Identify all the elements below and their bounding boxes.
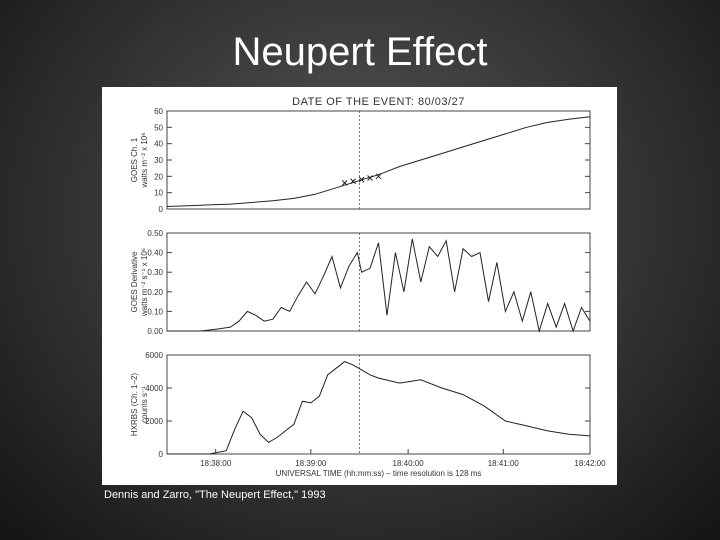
panel-2-ytick-label: 0.50 — [147, 229, 163, 238]
xtick-label: 18:41:00 — [488, 459, 520, 468]
panel-2-frame — [166, 232, 591, 332]
panel-1-series-line — [166, 116, 591, 207]
panel-1-ytick-label: 10 — [154, 189, 163, 198]
panel-1-data-marker — [367, 175, 373, 181]
panel-1-data-marker — [341, 180, 348, 186]
panel-2-ylabel: GOES Derivative — [130, 251, 139, 312]
panel-3-ytick-label: 4000 — [145, 384, 163, 393]
panel-1-ylabel: GOES Ch. 1 — [130, 137, 139, 182]
panel-1-data-marker — [375, 173, 382, 180]
panel-1-ytick-label: 20 — [154, 172, 163, 181]
panel-2-ytick-label: 0.20 — [147, 288, 163, 297]
figure-caption: Dennis and Zarro, "The Neupert Effect," … — [104, 489, 326, 501]
panel-2-ytick-label: 0.30 — [147, 268, 163, 277]
panel-3-frame — [166, 354, 591, 455]
panel-2-ytick-label: 0.00 — [147, 327, 163, 336]
panel-2-ytick-label: 0.40 — [147, 249, 163, 258]
panel-3-series-line — [167, 361, 591, 455]
xtick-label: 18:38:00 — [200, 459, 232, 468]
xtick-label: 18:42:00 — [574, 459, 606, 468]
xtick-label: 18:40:00 — [393, 459, 425, 468]
panel-3-ytick-label: 2000 — [145, 417, 163, 426]
x-axis-label: UNIVERSAL TIME (hh:mm:ss) – time resolut… — [276, 469, 482, 478]
chart-title: DATE OF THE EVENT: 80/03/27 — [292, 96, 465, 108]
panel-1-ytick-label: 50 — [154, 123, 163, 132]
panel-1-ytick-label: 60 — [154, 107, 163, 116]
panel-1-data-marker — [350, 178, 356, 185]
panel-1-ylabel-units: watts m⁻² x 10⁶ — [140, 132, 149, 188]
panel-1-ytick-label: 0 — [159, 205, 164, 214]
panel-3-ylabel: HXRBS (Ch. 1–2) — [130, 373, 139, 436]
panel-3-ytick-label: 6000 — [145, 351, 163, 360]
panel-3-ylabel-units: counts s⁻¹ — [140, 386, 149, 423]
panel-1-data-marker — [358, 176, 365, 183]
figure-panel: DATE OF THE EVENT: 80/03/27 0 10 20 30 40 50 60… — [102, 87, 617, 485]
xtick-label: 18:39:00 — [295, 459, 327, 468]
panel-2-ytick-label: 0.10 — [147, 307, 163, 316]
panel-1-ytick-label: 40 — [154, 140, 163, 149]
panel-2-series-line — [167, 238, 591, 333]
panel-2-ylabel-units: watts m⁻² s⁻¹ x 10⁶ — [140, 248, 149, 317]
panel-1-frame — [166, 110, 591, 210]
panel-3-ytick-label: 0 — [159, 450, 164, 459]
neupert-chart: DATE OF THE EVENT: 80/03/27 0 10 20 30 40 50 60… — [130, 96, 606, 478]
panel-1-ytick-label: 30 — [154, 156, 163, 165]
slide-title: Neupert Effect — [232, 30, 488, 74]
